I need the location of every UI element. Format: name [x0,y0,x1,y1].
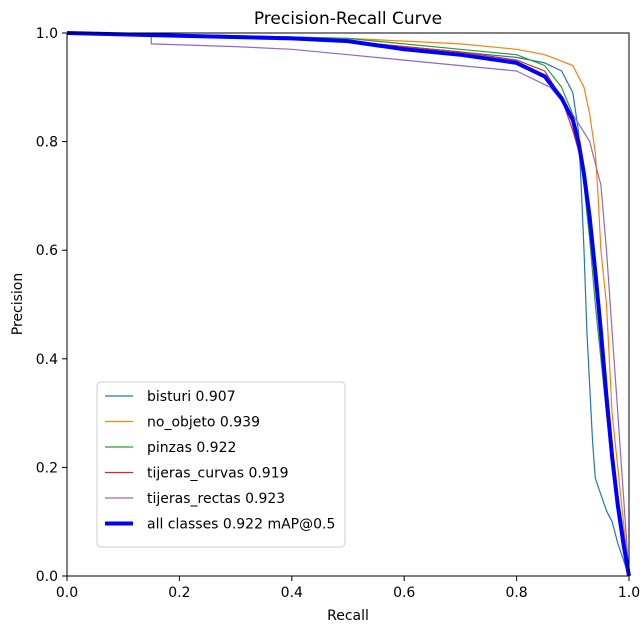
y-tick-label-3: 0.6 [36,243,58,259]
y-axis-label: Precision [10,273,26,335]
series-line-1 [66,32,630,577]
y-tick-label-0: 0.0 [36,569,58,585]
legend-label-0: bisturi 0.907 [147,389,236,405]
legend-label-4: tijeras_rectas 0.923 [147,491,285,507]
y-tick-label-4: 0.8 [36,135,58,151]
y-tick-label-5: 1.0 [36,26,58,42]
y-tick-label-1: 0.2 [36,460,58,476]
legend-label-5: all classes 0.922 mAP@0.5 [147,517,335,533]
x-axis-label: Recall [327,608,369,624]
x-tick-label-3: 0.6 [393,585,415,601]
legend: bisturi 0.907 no_objeto 0.939 pinzas 0.922… [96,381,346,548]
legend-label-1: no_objeto 0.939 [147,415,260,431]
x-tick-label-2: 0.4 [281,585,303,601]
legend-label-2: pinzas 0.922 [147,440,236,456]
x-tick-label-0: 0.0 [56,585,78,601]
series-line-5 [66,31,631,577]
legend-box [96,381,346,548]
x-tick-label-1: 0.2 [168,585,190,601]
plot-frame [66,32,630,577]
legend-label-3: tijeras_curvas 0.919 [147,466,289,482]
y-tick-label-2: 0.4 [36,352,58,368]
x-tick-label-5: 1.0 [618,585,640,601]
series-line-4 [66,32,630,577]
plot-area: 0.0 0.2 0.4 0.6 0.8 1.0 0.0 0.2 0.4 0.6 0.8 1.0 bist… [36,26,640,601]
x-tick-label-4: 0.8 [505,585,527,601]
chart-title: Precision-Recall Curve [254,9,442,29]
